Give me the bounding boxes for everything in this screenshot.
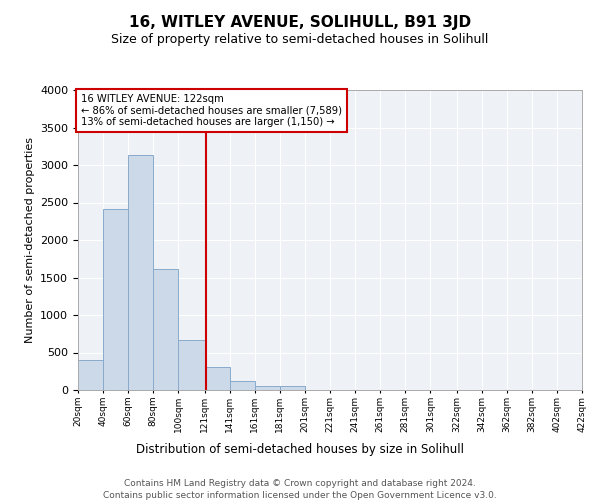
- Y-axis label: Number of semi-detached properties: Number of semi-detached properties: [25, 137, 35, 343]
- Text: 16 WITLEY AVENUE: 122sqm
← 86% of semi-detached houses are smaller (7,589)
13% o: 16 WITLEY AVENUE: 122sqm ← 86% of semi-d…: [80, 94, 341, 127]
- Bar: [128, 155, 153, 390]
- Text: 16, WITLEY AVENUE, SOLIHULL, B91 3JD: 16, WITLEY AVENUE, SOLIHULL, B91 3JD: [129, 15, 471, 30]
- Bar: [103, 208, 128, 390]
- Bar: [178, 340, 205, 390]
- Bar: [205, 367, 230, 390]
- Bar: [280, 386, 305, 390]
- Bar: [255, 386, 280, 390]
- Text: Distribution of semi-detached houses by size in Solihull: Distribution of semi-detached houses by …: [136, 442, 464, 456]
- Bar: [78, 360, 103, 390]
- Text: Contains HM Land Registry data © Crown copyright and database right 2024.: Contains HM Land Registry data © Crown c…: [124, 479, 476, 488]
- Text: Contains public sector information licensed under the Open Government Licence v3: Contains public sector information licen…: [103, 491, 497, 500]
- Bar: [153, 268, 178, 390]
- Bar: [230, 381, 255, 390]
- Text: Size of property relative to semi-detached houses in Solihull: Size of property relative to semi-detach…: [112, 32, 488, 46]
